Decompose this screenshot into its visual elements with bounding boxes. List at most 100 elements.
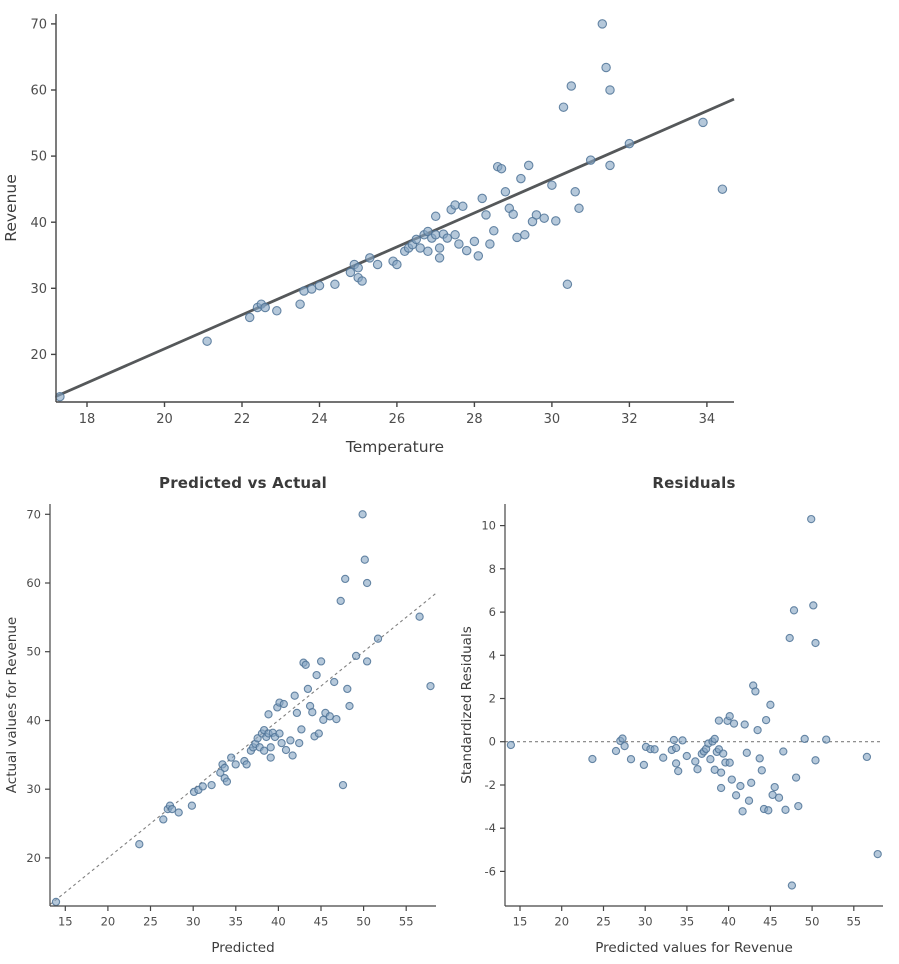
data-point [430,211,441,222]
data-point [570,187,580,197]
data-point [485,239,495,249]
data-point [338,780,348,790]
data-point [626,755,636,764]
data-point [55,391,65,402]
data-point [259,746,269,755]
data-point [358,510,367,519]
y-tick-label: -2 [485,778,496,792]
axes [51,14,734,407]
data-point [794,801,803,811]
x-tick-label: 50 [356,915,371,929]
data-point [691,757,700,766]
data-point [362,657,372,666]
data-point [618,734,627,743]
y-tick-label: 0 [489,735,496,749]
data-point [135,840,144,849]
data-point [574,203,584,214]
x-tick-label: 32 [621,412,638,427]
data-point [426,681,435,691]
temperature-revenue-plot: 18 20 22 24 26 28 30 32 34 20 30 40 50 60 70 Temperatur… [2,14,735,456]
data-point [811,756,820,765]
axes [45,504,436,911]
y-tick-label: 30 [30,282,47,297]
data-point [227,753,236,762]
data-point [279,699,288,709]
data-point [562,279,573,290]
data-point [605,160,615,171]
data-point [351,651,361,661]
data-points [55,19,728,402]
data-point [301,660,310,669]
data-point [727,775,736,784]
data-point [461,245,472,256]
data-point [873,849,882,859]
data-point [411,234,422,245]
data-point [770,782,779,792]
data-point [159,815,168,824]
predicted-vs-actual-plot: 15 20 25 30 35 40 45 50 55 20 30 40 50 60 70 Predicted A… [4,504,437,956]
y-tick-label: 8 [489,562,496,576]
data-point [290,691,299,700]
x-tick-label: 22 [234,412,251,427]
x-axis-label: Predicted [211,940,274,956]
data-point [736,781,745,791]
data-point [260,302,270,313]
data-point [198,782,207,791]
data-point [659,753,668,762]
y-tick-label: 50 [26,645,41,659]
y-tick-label: 60 [26,576,41,590]
data-point [811,638,820,648]
data-point [512,232,522,243]
data-point [303,684,313,694]
y-tick-label: 4 [489,648,496,662]
data-point [277,738,286,748]
data-point [489,226,499,236]
data-point [365,253,375,263]
residuals-chart: Residuals 15 20 25 30 35 40 45 50 55 -6 -4 -2 0 2 4 6 8 1… [455,468,897,964]
data-point [316,657,326,666]
data-point [500,187,511,197]
x-tick-label: 34 [699,412,716,427]
data-point [415,612,424,621]
data-point [220,763,229,773]
x-tick-label: 20 [101,915,116,929]
y-tick-label: 70 [26,507,41,521]
data-point [787,881,797,890]
data-point [434,253,445,263]
data-points [506,514,882,890]
data-point [751,687,760,696]
data-point [288,751,297,760]
data-point [286,736,295,745]
data-point [611,746,621,756]
x-tick-label: 30 [544,412,561,427]
data-point [454,239,464,249]
data-point [753,725,762,735]
data-point [620,741,629,751]
data-point [295,738,304,748]
data-point [434,243,445,253]
data-point [343,684,352,694]
data-point [516,173,526,184]
data-point [682,751,691,761]
x-tick-label: 28 [466,412,483,427]
data-point [671,759,681,768]
identity-line [49,592,437,906]
data-point [336,596,345,606]
data-point [639,760,649,770]
data-point [373,634,383,643]
x-tick-label: 24 [311,412,328,427]
diagnostic-charts-row: Predicted vs Actual 15 20 25 30 35 40 45 50 55 20… [0,468,899,964]
data-point [706,755,715,764]
data-point [341,574,350,584]
x-tick-label: 26 [389,412,406,427]
data-point [295,299,305,309]
x-tick-label: 40 [721,915,736,929]
data-point [738,807,747,816]
y-tick-label: 30 [26,782,41,796]
x-tick-label: 20 [156,412,173,427]
data-point [330,279,340,290]
data-point [330,677,339,687]
data-point [450,200,460,210]
y-tick-label: -6 [485,864,496,878]
